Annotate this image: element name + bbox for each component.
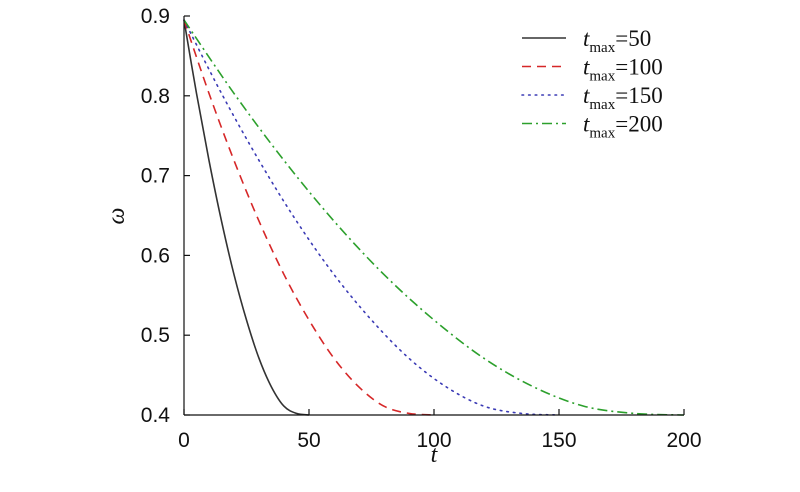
x-tick-label: 100 — [416, 429, 451, 452]
x-axis-title: t — [431, 442, 439, 468]
y-axis-title: ω — [104, 208, 130, 225]
series-line-4 — [183, 19, 685, 416]
y-tick-label: 0.5 — [141, 324, 170, 347]
x-tick-label: 0 — [178, 429, 190, 452]
series-line-2 — [183, 19, 435, 416]
legend-label-1: tmax=50 — [583, 26, 651, 56]
y-tick-label: 0.8 — [141, 85, 170, 108]
x-tick-label: 200 — [666, 429, 701, 452]
series-group — [183, 19, 685, 416]
x-tick-label: 50 — [297, 429, 320, 452]
legend-label-3: tmax=150 — [583, 83, 663, 113]
x-tick-label: 150 — [541, 429, 576, 452]
y-tick-label: 0.6 — [141, 244, 170, 267]
legend-label-4: tmax=200 — [583, 112, 663, 142]
y-tick-label: 0.9 — [141, 5, 170, 28]
series-line-3 — [183, 19, 560, 416]
y-tick-label: 0.7 — [141, 165, 170, 188]
series-line-1 — [183, 19, 310, 416]
legend-label-2: tmax=100 — [583, 55, 663, 85]
y-tick-label: 0.4 — [141, 404, 171, 427]
tick-group: 0 50 100 150 200 0.4 0.5 0.6 0.7 0.8 0.9 — [141, 5, 702, 452]
